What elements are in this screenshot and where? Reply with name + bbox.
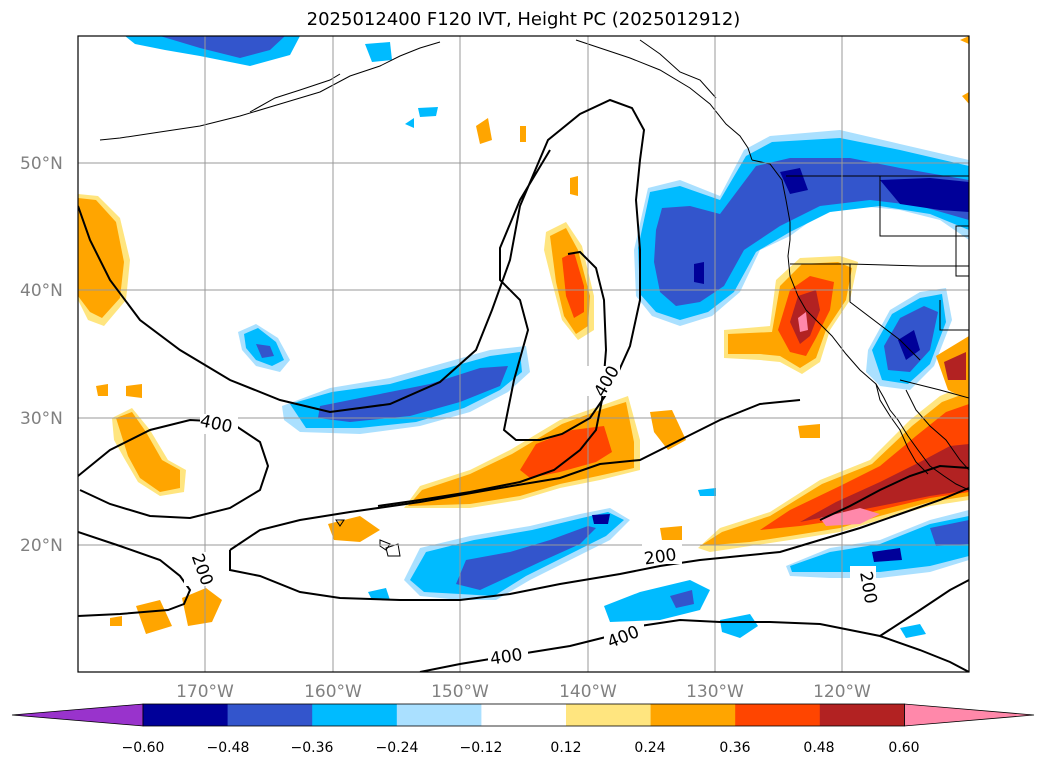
lat-label: 20°N bbox=[20, 536, 63, 556]
lat-label: 30°N bbox=[20, 409, 63, 429]
colorbar-segments bbox=[11, 703, 1035, 727]
neg-region bbox=[365, 42, 392, 62]
neg-region bbox=[880, 178, 969, 212]
neg-region bbox=[930, 520, 969, 546]
pos-region bbox=[328, 516, 380, 542]
neg-region bbox=[418, 107, 438, 117]
pos-region bbox=[660, 526, 682, 540]
colorbar-tick-label: 0.48 bbox=[803, 740, 834, 756]
neg-region bbox=[256, 344, 274, 358]
map-title: 2025012400 F120 IVT, Height PC (20250129… bbox=[306, 9, 741, 30]
map-content: 400 400 200 200 200 400 400 bbox=[78, 36, 969, 672]
pos-region bbox=[476, 118, 492, 144]
colorbar-extend-max bbox=[904, 703, 1035, 727]
neg-region bbox=[368, 588, 390, 600]
colorbar: −0.60 −0.48 −0.36 −0.24 −0.12 0.12 0.24 … bbox=[11, 703, 1035, 756]
pos-region bbox=[820, 508, 880, 526]
neg-region bbox=[592, 514, 610, 524]
pos-region bbox=[110, 616, 122, 626]
neg-region bbox=[780, 168, 808, 194]
neg-region bbox=[670, 590, 694, 608]
contour-label-bg bbox=[850, 566, 876, 602]
pos-region bbox=[520, 126, 526, 142]
colorbar-segment bbox=[650, 704, 736, 726]
contour-label: 400 bbox=[489, 645, 524, 669]
pos-region bbox=[562, 252, 584, 318]
neg-region bbox=[160, 36, 285, 58]
pos-region bbox=[962, 92, 969, 104]
coastlines bbox=[99, 39, 969, 557]
colorbar-tick-label: 0.60 bbox=[888, 740, 919, 756]
pos-region bbox=[78, 198, 124, 318]
neg-region bbox=[790, 516, 969, 572]
neg-region bbox=[654, 158, 969, 306]
pos-region bbox=[126, 384, 142, 398]
lon-label: 170°W bbox=[176, 682, 234, 702]
lon-label: 140°W bbox=[559, 682, 617, 702]
colorbar-ticks: −0.60 −0.48 −0.36 −0.24 −0.12 0.12 0.24 … bbox=[122, 740, 920, 756]
neg-region bbox=[872, 548, 902, 562]
neg-region bbox=[694, 262, 704, 284]
pos-region bbox=[182, 588, 222, 626]
latitude-labels: 50°N 40°N 30°N 20°N bbox=[20, 154, 63, 556]
colorbar-tick-label: −0.24 bbox=[376, 740, 419, 756]
pos-region bbox=[700, 392, 969, 546]
colorbar-tick-label: 0.36 bbox=[719, 740, 750, 756]
longitude-labels: 170°W 160°W 150°W 140°W 130°W 120°W bbox=[176, 682, 871, 702]
neg-region bbox=[720, 614, 758, 638]
colorbar-tick-label: −0.36 bbox=[291, 740, 334, 756]
colorbar-frame bbox=[142, 703, 905, 727]
contour-label-bg bbox=[642, 544, 682, 564]
colorbar-segment bbox=[819, 704, 905, 726]
lon-label: 120°W bbox=[813, 682, 871, 702]
colorbar-tick-label: 0.12 bbox=[550, 740, 581, 756]
colorbar-segment bbox=[481, 704, 567, 726]
colorbar-segment bbox=[143, 704, 229, 726]
contour-label-bg bbox=[184, 552, 214, 586]
colorbar-segment bbox=[227, 704, 313, 726]
contour-labels: 400 400 200 200 200 400 400 bbox=[184, 363, 880, 669]
neg-region bbox=[604, 580, 710, 622]
colorbar-tick-label: −0.48 bbox=[207, 740, 250, 756]
colorbar-segment bbox=[312, 704, 398, 726]
neg-region bbox=[900, 624, 926, 638]
pos-region bbox=[96, 384, 108, 396]
lon-label: 150°W bbox=[431, 682, 489, 702]
colorbar-tick-label: −0.60 bbox=[122, 740, 165, 756]
neg-region bbox=[698, 488, 716, 496]
colorbar-segment bbox=[566, 704, 652, 726]
pos-region bbox=[960, 36, 969, 44]
colorbar-tick-label: 0.24 bbox=[634, 740, 665, 756]
pos-region bbox=[136, 600, 172, 634]
lon-label: 160°W bbox=[304, 682, 362, 702]
contour-label: 200 bbox=[643, 545, 678, 569]
neg-region bbox=[898, 330, 920, 360]
lat-label: 50°N bbox=[20, 154, 63, 174]
neg-region bbox=[405, 118, 414, 128]
colorbar-tick-label: −0.12 bbox=[460, 740, 503, 756]
map-frame bbox=[77, 35, 970, 673]
colorbar-segment bbox=[735, 704, 821, 726]
negative-anomaly-regions bbox=[125, 36, 969, 638]
colorbar-extend-min bbox=[11, 703, 144, 727]
pos-region bbox=[116, 412, 180, 492]
contour-label-bg bbox=[488, 644, 528, 666]
height-contours bbox=[78, 98, 969, 672]
colorbar-segment bbox=[396, 704, 482, 726]
contour-label-bg bbox=[200, 414, 238, 434]
neg-region bbox=[456, 526, 596, 590]
pos-region bbox=[798, 424, 820, 438]
lon-label: 130°W bbox=[686, 682, 744, 702]
pos-region bbox=[408, 402, 634, 506]
contour-label-bg bbox=[582, 366, 620, 396]
positive-anomaly-regions bbox=[78, 36, 969, 634]
pos-region bbox=[650, 410, 686, 450]
pos-region bbox=[944, 352, 966, 380]
pos-region bbox=[798, 312, 808, 332]
pos-region bbox=[570, 176, 578, 196]
contour-label-bg bbox=[604, 622, 644, 646]
lat-label: 40°N bbox=[20, 281, 63, 301]
